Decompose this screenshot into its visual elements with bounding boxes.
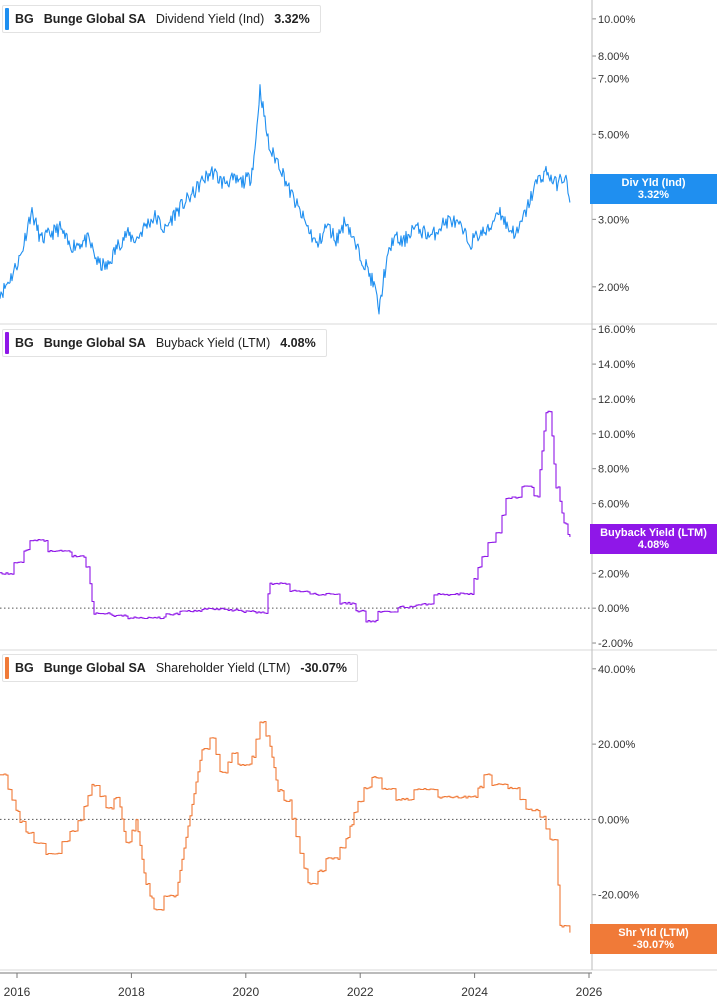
series-line xyxy=(0,410,571,623)
legend-ticker: BG xyxy=(15,661,34,675)
series-line xyxy=(0,720,571,933)
tag-metric: Shr Yld (LTM) xyxy=(618,927,689,939)
x-tick-label: 2022 xyxy=(347,985,374,999)
y-tick-label: -20.00% xyxy=(598,890,639,902)
x-tick-label: 2026 xyxy=(576,985,603,999)
y-tick-label: 2.00% xyxy=(598,282,629,294)
y-tick-label: 0.00% xyxy=(598,814,629,826)
tag-value: 3.32% xyxy=(637,189,670,201)
legend-company: Bunge Global SA xyxy=(43,336,146,350)
y-tick-label: 16.00% xyxy=(598,324,636,336)
legend-metric: Dividend Yield (Ind) xyxy=(155,12,265,26)
legend-ticker: BG xyxy=(15,12,34,26)
last-value-tag-dividend: Div Yld (Ind) 3.32% xyxy=(590,174,717,204)
y-tick-label: 2.00% xyxy=(598,568,629,580)
y-tick-label: 0.00% xyxy=(598,603,629,615)
legend-value: 4.08% xyxy=(280,336,316,350)
y-tick-label: 6.00% xyxy=(598,499,629,511)
tag-metric: Div Yld (Ind) xyxy=(621,177,686,189)
x-tick-label: 2016 xyxy=(4,985,31,999)
y-tick-label: 8.00% xyxy=(598,464,629,476)
series-line xyxy=(0,84,571,315)
series-swatch xyxy=(5,332,9,354)
legend-company: Bunge Global SA xyxy=(43,661,146,675)
y-tick-label: 5.00% xyxy=(598,129,629,141)
tag-metric: Buyback Yield (LTM) xyxy=(600,527,707,539)
y-tick-label: 10.00% xyxy=(598,429,636,441)
axis-layer: 2.00% 3.00% 5.00% 7.00% 8.00% 10.00% -2.00% 0.0… xyxy=(0,0,639,999)
y-tick-label: 40.00% xyxy=(598,664,636,676)
tag-value: -30.07% xyxy=(633,939,674,951)
tag-value: 4.08% xyxy=(637,539,670,551)
series-swatch xyxy=(5,657,9,679)
legend-value: 3.32% xyxy=(274,12,310,26)
series-swatch xyxy=(5,8,9,30)
legend-metric: Buyback Yield (LTM) xyxy=(155,336,271,350)
y-tick-label: 12.00% xyxy=(598,394,636,406)
legend-shareholder-yield[interactable]: BG Bunge Global SA Shareholder Yield (LT… xyxy=(2,654,358,682)
y-tick-label: 20.00% xyxy=(598,739,636,751)
legend-company: Bunge Global SA xyxy=(43,12,146,26)
legend-buyback-yield[interactable]: BG Bunge Global SA Buyback Yield (LTM) 4… xyxy=(2,329,327,357)
x-tick-label: 2020 xyxy=(232,985,259,999)
legend-metric: Shareholder Yield (LTM) xyxy=(155,661,291,675)
y-tick-label: 3.00% xyxy=(598,214,629,226)
x-tick-label: 2018 xyxy=(118,985,145,999)
y-tick-label: 10.00% xyxy=(598,14,636,26)
grid-layer xyxy=(0,323,717,971)
y-tick-label: 14.00% xyxy=(598,359,636,371)
legend-dividend-yield[interactable]: BG Bunge Global SA Dividend Yield (Ind) … xyxy=(2,5,321,33)
y-tick-label: 8.00% xyxy=(598,51,629,63)
legend-value: -30.07% xyxy=(300,661,347,675)
last-value-tag-buyback: Buyback Yield (LTM) 4.08% xyxy=(590,524,717,554)
y-tick-label: 7.00% xyxy=(598,73,629,85)
last-value-tag-shareholder: Shr Yld (LTM) -30.07% xyxy=(590,924,717,954)
y-tick-label: -2.00% xyxy=(598,638,633,650)
legend-ticker: BG xyxy=(15,336,34,350)
series-layer xyxy=(0,84,571,933)
x-tick-label: 2024 xyxy=(461,985,488,999)
